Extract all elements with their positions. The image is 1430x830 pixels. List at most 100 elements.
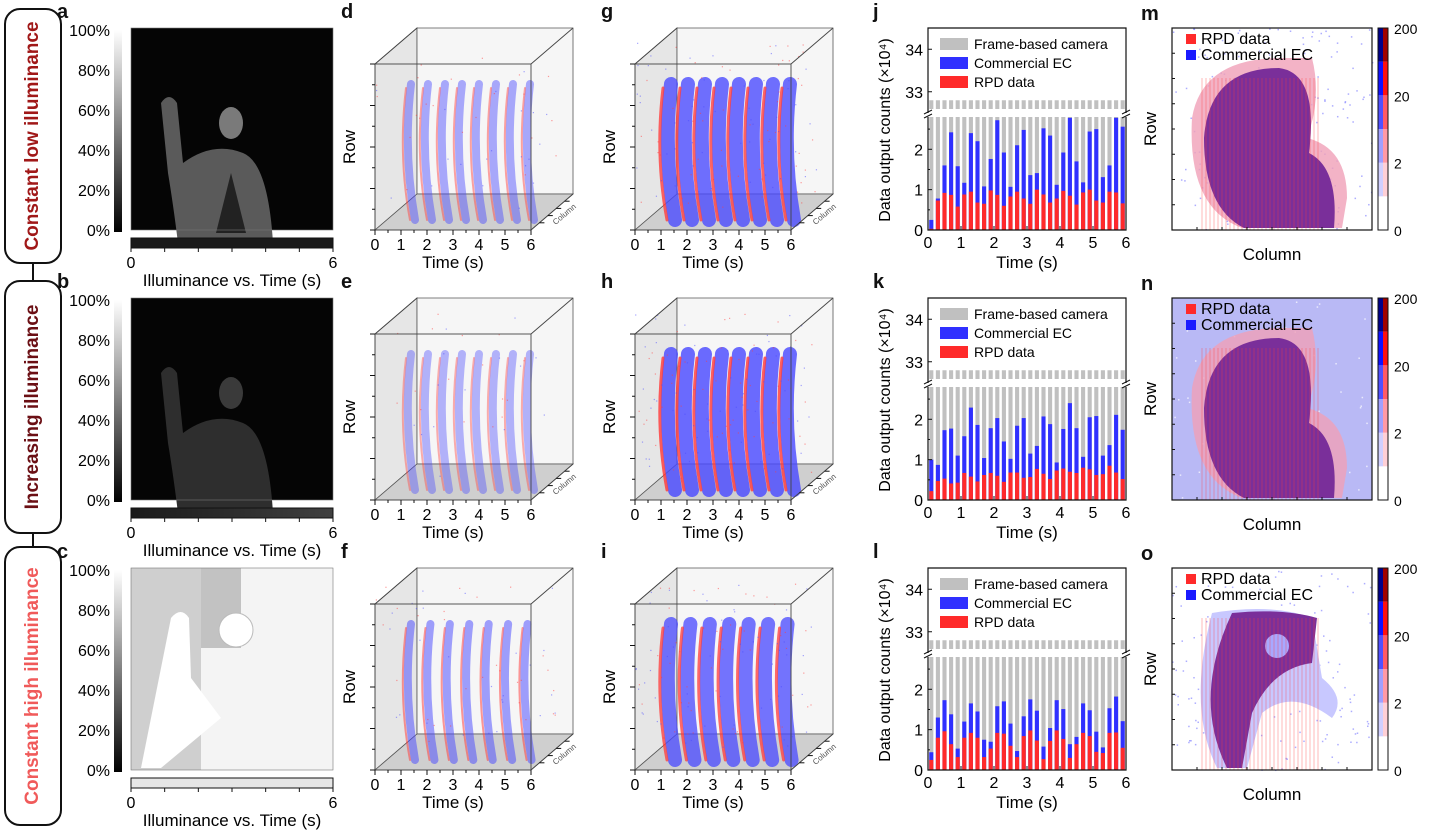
event-point bbox=[543, 414, 545, 416]
noise-pixel bbox=[1342, 108, 1345, 110]
bar-frame-based-upper bbox=[1061, 640, 1066, 649]
noise-pixel bbox=[1330, 56, 1333, 58]
bar-commercial-ec bbox=[1067, 403, 1072, 500]
bar-commercial-ec bbox=[929, 459, 934, 500]
event-point bbox=[551, 120, 553, 122]
noise-pixel bbox=[1363, 96, 1365, 99]
event-point bbox=[516, 681, 519, 683]
event-point bbox=[810, 626, 812, 628]
bar-rpd bbox=[1008, 472, 1013, 500]
colorbar-tick-label: 200 bbox=[1394, 561, 1418, 577]
event-point bbox=[745, 378, 748, 380]
event-point bbox=[661, 384, 663, 386]
event-wave-rpd bbox=[435, 87, 445, 221]
event-point bbox=[519, 365, 522, 367]
x-tick-label: 2 bbox=[683, 237, 692, 254]
event-point bbox=[443, 618, 446, 621]
bar-commercial-ec bbox=[982, 739, 987, 770]
x-tick-label: 5 bbox=[1089, 235, 1098, 252]
bar-rpd bbox=[982, 203, 987, 230]
frame-panel-b: 100% 80% 60% 40% 20% 0% 0 6 Illuminance vs. Time… bbox=[69, 293, 337, 560]
event-point bbox=[406, 189, 408, 191]
noise-pixel bbox=[1352, 591, 1354, 594]
noise-pixel bbox=[1368, 29, 1371, 31]
event-point bbox=[520, 156, 523, 158]
bar-rpd bbox=[1061, 190, 1066, 230]
bar-frame-based-upper bbox=[955, 370, 960, 379]
bar-frame-based-upper bbox=[1054, 100, 1059, 109]
bar-rpd bbox=[929, 491, 934, 500]
event-point bbox=[730, 424, 732, 426]
bar-rpd bbox=[1074, 204, 1079, 230]
frame-border bbox=[130, 297, 334, 501]
noise-pixel bbox=[1317, 97, 1319, 99]
event-wave-ec bbox=[454, 80, 470, 224]
person-head bbox=[218, 612, 254, 648]
event-point bbox=[769, 138, 771, 141]
noise-pixel bbox=[1350, 741, 1352, 743]
bar-frame-based-upper bbox=[962, 100, 967, 109]
person-silhouette bbox=[161, 367, 273, 513]
noise-pixel bbox=[1344, 101, 1347, 103]
event-point bbox=[640, 201, 642, 203]
event-point bbox=[811, 344, 813, 346]
bar-frame-based bbox=[1041, 657, 1046, 770]
noise-pixel bbox=[1199, 48, 1201, 51]
bar-commercial-ec bbox=[929, 219, 934, 230]
bar-frame-based-upper bbox=[982, 100, 987, 109]
event-point bbox=[693, 425, 695, 427]
bar-commercial-ec bbox=[1094, 416, 1099, 500]
event-wave-rpd bbox=[503, 357, 513, 491]
noise-pixel bbox=[1371, 61, 1374, 64]
event-point bbox=[722, 109, 724, 111]
event-point bbox=[705, 360, 708, 362]
event-point bbox=[795, 151, 797, 153]
bar-rpd bbox=[1034, 740, 1039, 770]
bar-frame-based-upper bbox=[1021, 640, 1026, 649]
event-point bbox=[635, 314, 637, 316]
event-point bbox=[409, 136, 411, 139]
bar-rpd bbox=[1087, 469, 1092, 500]
bar-rpd bbox=[1107, 732, 1112, 770]
event-wave-rpd bbox=[401, 357, 411, 491]
event-point bbox=[439, 475, 441, 477]
event-wave-rpd bbox=[726, 356, 737, 492]
noise-pixel bbox=[1188, 725, 1190, 728]
event-point bbox=[385, 586, 387, 588]
bar-commercial-ec bbox=[1015, 425, 1020, 500]
noise-pixel bbox=[1359, 407, 1362, 409]
event-point bbox=[757, 636, 759, 638]
x-tick-label: 6 bbox=[787, 237, 796, 254]
bar-commercial-ec bbox=[1048, 424, 1053, 500]
noise-pixel bbox=[1319, 720, 1322, 722]
bar-frame-based bbox=[1074, 657, 1079, 770]
bar-rpd bbox=[962, 194, 967, 230]
y-axis-label: Row bbox=[600, 399, 619, 434]
x-tick-label: 4 bbox=[475, 507, 484, 524]
bar-frame-based-upper bbox=[1067, 640, 1072, 649]
panel-letter-b: b bbox=[57, 271, 70, 293]
event-point bbox=[656, 720, 658, 723]
bar-frame-based-upper bbox=[1008, 100, 1013, 109]
x-tick-label: 4 bbox=[1056, 235, 1065, 252]
noise-pixel bbox=[1338, 663, 1341, 666]
event-point bbox=[714, 110, 716, 113]
event-point bbox=[740, 142, 742, 144]
bar-rpd bbox=[1087, 189, 1092, 230]
colorbar-band-rpd bbox=[1383, 568, 1388, 602]
noise-pixel bbox=[1269, 28, 1271, 30]
event-point bbox=[690, 739, 692, 742]
noise-pixel bbox=[1337, 743, 1339, 746]
x-tick-label: 6 bbox=[1122, 505, 1131, 522]
bar-rpd bbox=[962, 737, 967, 770]
event-point bbox=[742, 742, 744, 744]
bar-rpd bbox=[1028, 476, 1033, 500]
noise-pixel bbox=[1174, 416, 1176, 419]
bar-frame-based-upper bbox=[1081, 640, 1086, 649]
event-point bbox=[641, 712, 643, 714]
bar-frame-based bbox=[982, 657, 987, 770]
axis-break-gap bbox=[922, 650, 1132, 657]
bar-frame-based-upper bbox=[982, 640, 987, 649]
bar-rpd bbox=[1008, 196, 1013, 230]
